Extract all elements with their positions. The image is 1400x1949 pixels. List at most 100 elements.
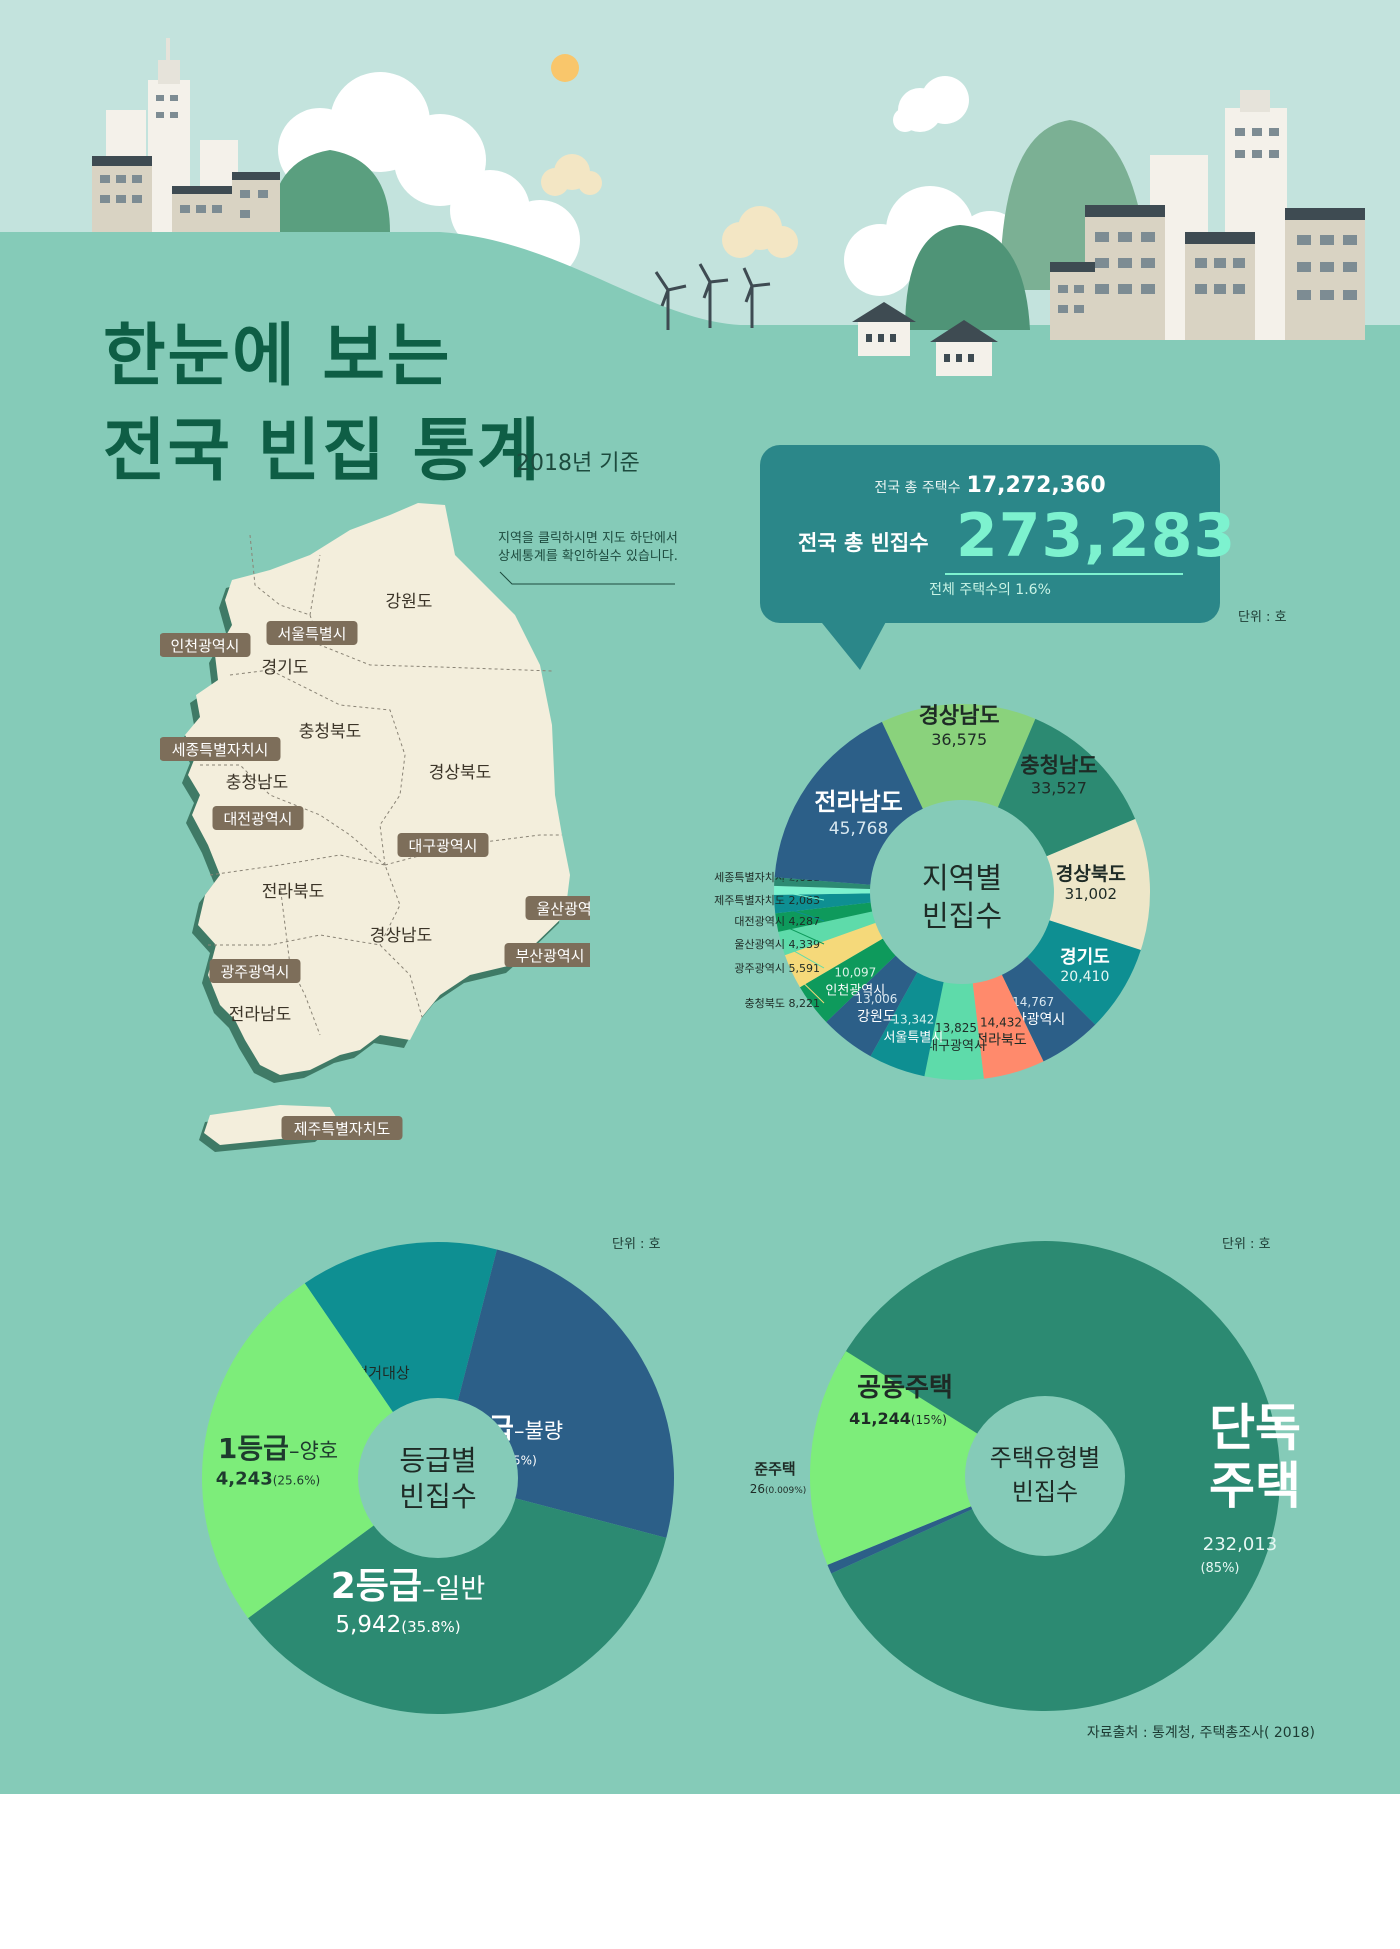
slice-label: 1등급–양호: [218, 1432, 338, 1465]
center-label: 빈집수: [922, 899, 1002, 933]
slice-label: 전라남도: [814, 788, 902, 816]
slice-arc: [201, 1283, 438, 1619]
slice-label: 전라북도: [975, 1032, 1027, 1048]
korea-map[interactable]: 강원도서울특별시인천광역시경기도충청북도세종특별자치시경상북도충청남도대전광역시…: [160, 495, 590, 1175]
slice-value: 14,767: [1012, 995, 1054, 1009]
slice-value: 13,825: [935, 1021, 977, 1035]
map-region-전라남도[interactable]: 전라남도: [229, 1005, 292, 1025]
slice-전라북도: 14,432 전라북도: [972, 974, 1044, 1079]
region-tag[interactable]: [212, 806, 304, 830]
map-region-강원도[interactable]: 강원도: [386, 592, 433, 612]
region-label: 강원도: [386, 592, 433, 612]
slice-arc: [1027, 920, 1141, 1025]
total-houses: 전국 총 주택수 17,272,360: [760, 473, 1220, 498]
vacant-total-value: 273,283: [956, 501, 1237, 571]
slice-arc: [778, 911, 876, 956]
donut-hole: [872, 802, 1052, 982]
region-label: 전라북도: [262, 882, 325, 902]
region-tag[interactable]: [266, 621, 358, 645]
slice-arc: [972, 974, 1044, 1079]
underline: [945, 573, 1183, 575]
center-label: 빈집수: [399, 1480, 476, 1513]
donut-hole: [358, 1398, 518, 1558]
slice-label: 제주특별자치도 2,083: [714, 894, 820, 907]
region-label: 경상북도: [429, 763, 492, 783]
slice-인천광역시: 10,097 인천광역시: [799, 938, 896, 1023]
slice-label: 충청북도 8,221: [745, 997, 820, 1010]
slice-arc: [774, 721, 923, 885]
region-tag[interactable]: [160, 737, 281, 761]
slice-arc: [1001, 956, 1096, 1062]
slice-arc: [775, 902, 873, 932]
map-region-서울특별시[interactable]: 서울특별시: [266, 621, 358, 645]
map-region-충청북도[interactable]: 충청북도: [299, 722, 362, 742]
slice-arc: [248, 1478, 667, 1714]
region-label: 대전광역시: [223, 810, 292, 828]
map-region-광주광역시[interactable]: 광주광역시: [209, 959, 301, 983]
map-region-충청남도[interactable]: 충청남도: [226, 773, 289, 793]
slice-arc: [799, 938, 896, 1023]
map-region-대구광역시[interactable]: 대구광역시: [397, 833, 489, 857]
slice-arc: [1046, 818, 1150, 951]
hill-icon: [905, 225, 1030, 330]
slice-value: 5,942(35.8%): [335, 1612, 460, 1638]
source-note: 자료출처 : 통계청, 주택총조사( 2018): [1086, 1725, 1315, 1741]
map-region-대전광역시[interactable]: 대전광역시: [212, 806, 304, 830]
slice-label: 준주택: [754, 1460, 795, 1478]
page-title-line1: 한눈에 보는: [103, 317, 452, 396]
map-region-경상북도[interactable]: 경상북도: [429, 763, 492, 783]
building-icon: [92, 38, 280, 232]
slice-value: 14,432: [980, 1015, 1022, 1029]
slice-label: 대전광역시 4,287: [734, 915, 820, 928]
map-region-부산광역시[interactable]: 부산광역시: [504, 943, 591, 967]
slice-label: 경상남도: [919, 704, 1000, 729]
region-tag[interactable]: [525, 896, 591, 920]
slice-공동주택: 공동주택 41,244(15%): [810, 1351, 1045, 1565]
grade-donut-chart: 4등급–철거대상2,251(13.5%)3등급–불량4,160(25%)2등급–…: [201, 1242, 674, 1714]
region-tag[interactable]: [281, 1116, 403, 1140]
page-title-line2: 전국 빈집 통계: [103, 412, 542, 491]
map-region-울산광역시[interactable]: 울산광역시: [525, 896, 591, 920]
slice-value: 33,527: [1031, 778, 1087, 797]
slice-강원도: 13,006 강원도: [826, 955, 918, 1057]
slice-label: 2등급–일반: [331, 1566, 485, 1607]
slice-label: 충청남도: [1020, 753, 1097, 777]
leader-line: [773, 889, 825, 901]
region-label: 대구광역시: [408, 837, 477, 855]
slice-arc: [784, 922, 883, 988]
region-label: 인천광역시: [170, 637, 239, 655]
slice-arc: [881, 704, 1036, 809]
map-region-경상남도[interactable]: 경상남도: [370, 926, 433, 946]
center-label: 지역별: [922, 861, 1002, 895]
region-label: 제주특별자치도: [294, 1120, 391, 1138]
map-region-제주특별자치도[interactable]: 제주특별자치도: [281, 1116, 403, 1140]
region-tag[interactable]: [209, 959, 301, 983]
wind-turbine-icon: [654, 263, 771, 330]
region-tag[interactable]: [504, 943, 591, 967]
map-note-line1: 지역을 클릭하시면 지도 하단에서: [498, 531, 678, 546]
leader-line: [791, 971, 825, 1004]
slice-label: 강원도: [857, 1009, 896, 1025]
slice-label: 경기도: [1060, 947, 1110, 968]
map-region-인천광역시[interactable]: 인천광역시: [160, 633, 251, 657]
map-region-세종특별자치시[interactable]: 세종특별자치시: [160, 737, 281, 761]
slice-value: 232,013: [1203, 1534, 1277, 1555]
total-houses-value: 17,272,360: [966, 473, 1106, 498]
map-note-pointer: [499, 571, 675, 585]
vacant-total-label: 전국 총 빈집수: [798, 531, 929, 555]
slice-울산광역시: 울산광역시 4,339: [734, 902, 873, 951]
sun-icon: [551, 54, 579, 82]
map-region-경기도[interactable]: 경기도: [262, 658, 309, 678]
region-tag[interactable]: [160, 633, 251, 657]
leader-line: [774, 903, 825, 922]
slice-value: 41,244(15%): [849, 1409, 947, 1428]
donut-hole: [965, 1396, 1125, 1556]
map-region-전라북도[interactable]: 전라북도: [262, 882, 325, 902]
region-tag[interactable]: [397, 833, 489, 857]
slice-label: 주택: [1209, 1457, 1301, 1515]
slice-label: 광주광역시 5,591: [734, 962, 820, 975]
page-subtitle: 2018년 기준: [516, 451, 640, 476]
